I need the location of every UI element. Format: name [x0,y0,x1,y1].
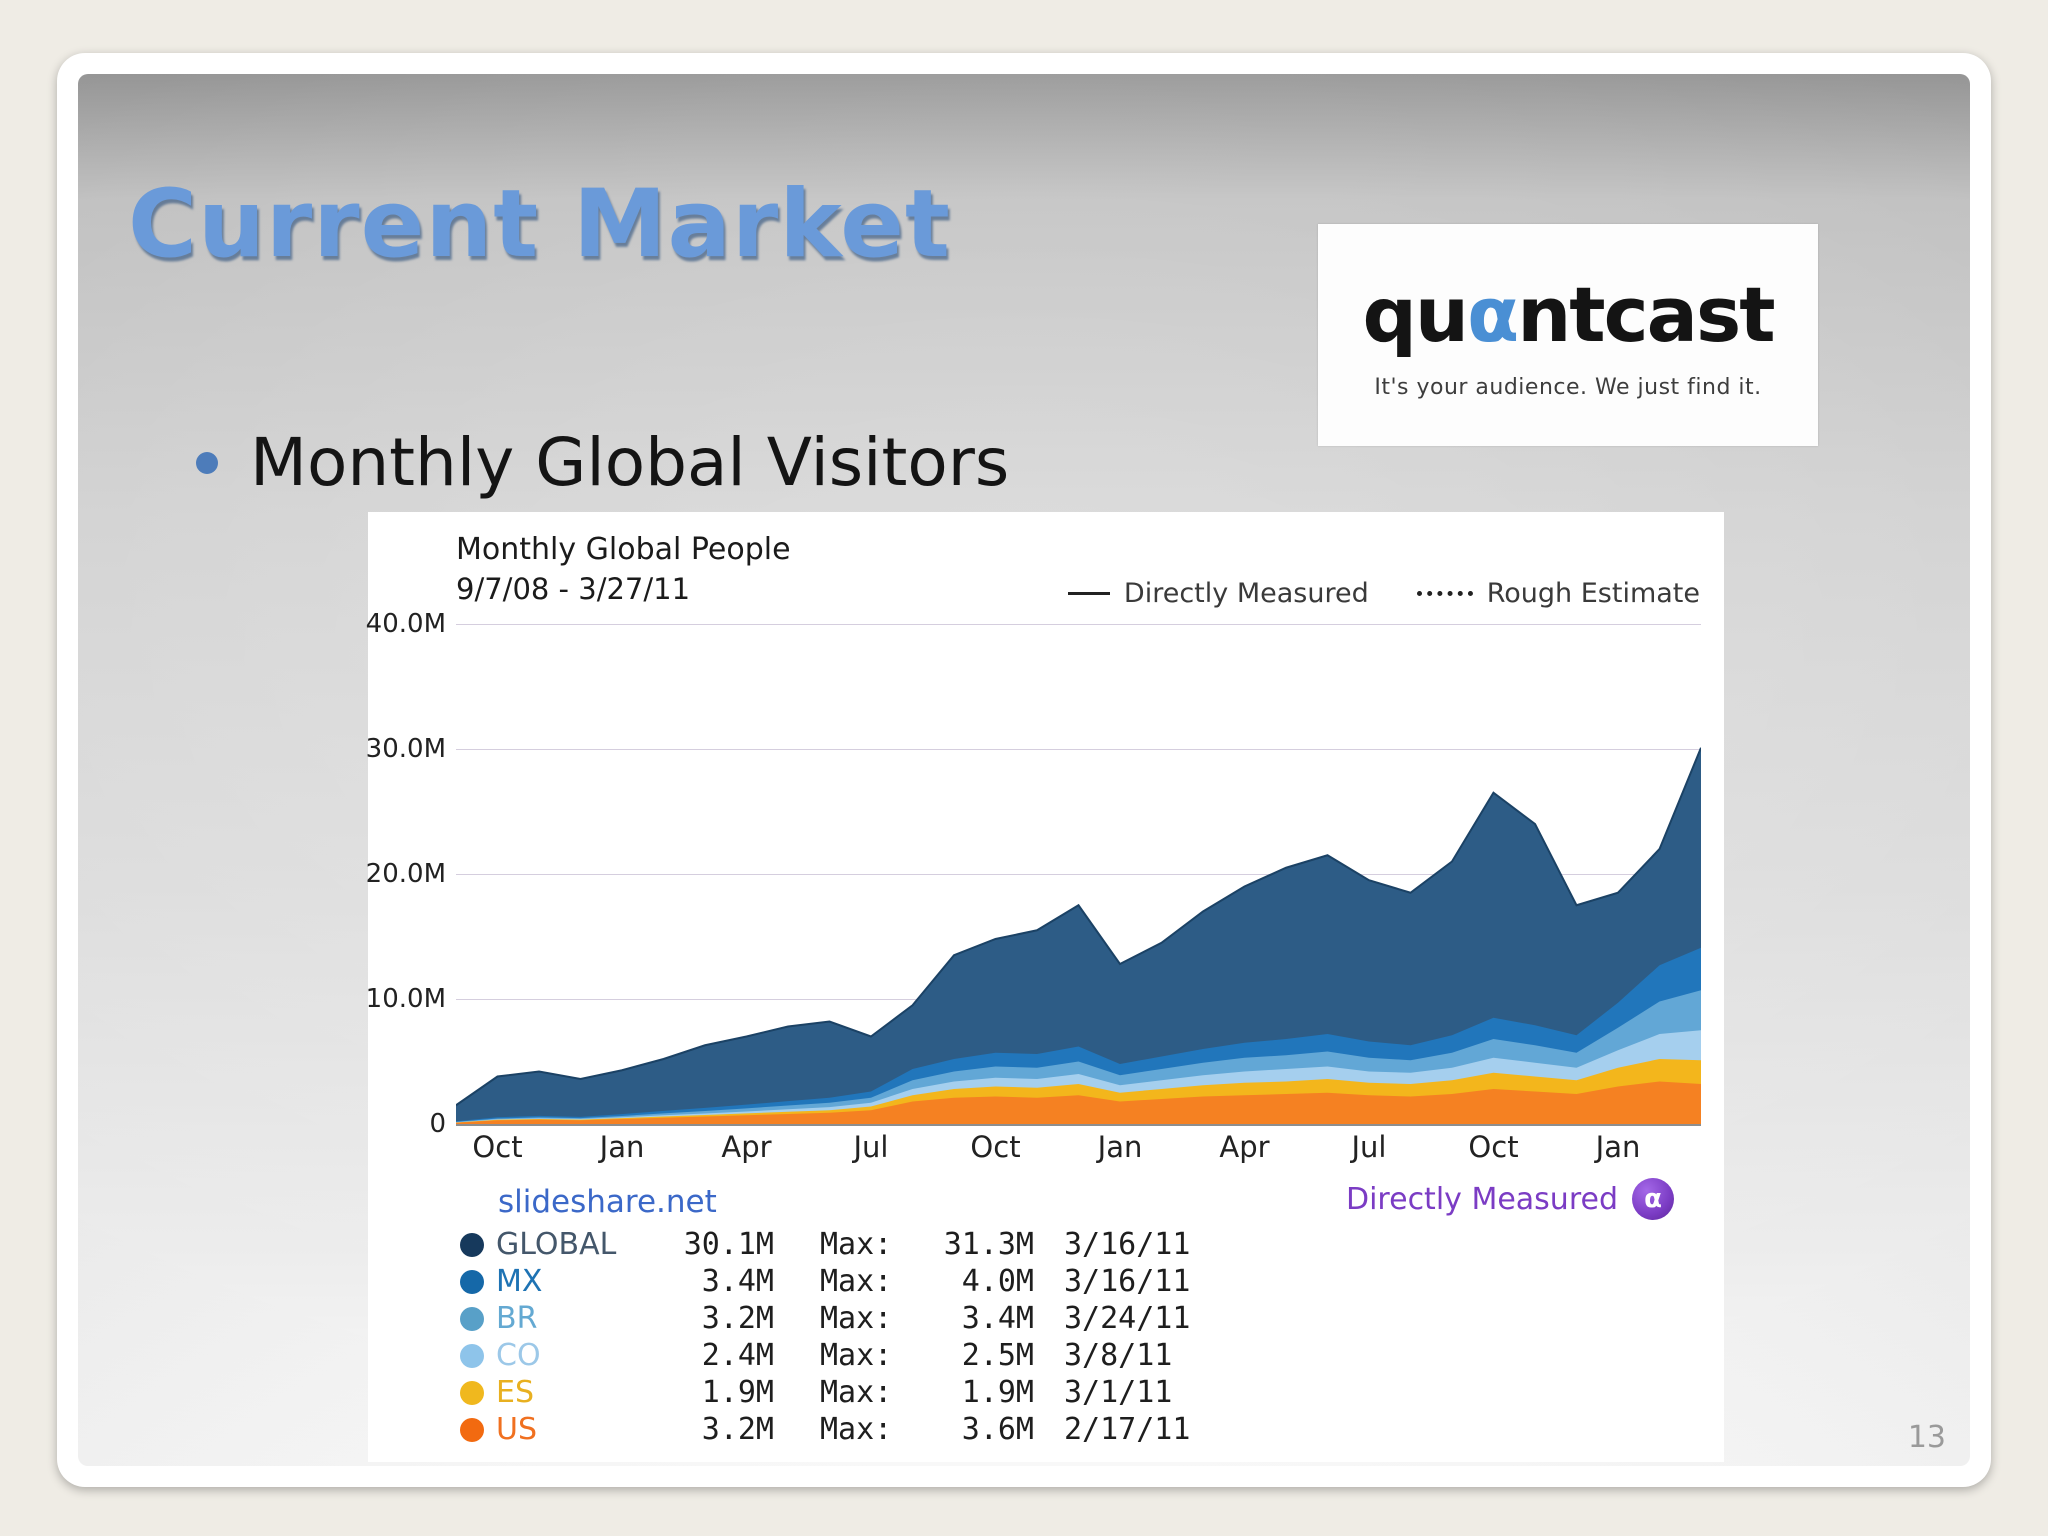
x-tick-label: Jul [853,1130,889,1164]
us-dot-icon [460,1417,484,1442]
area-us [456,1081,1701,1124]
mx-dot-icon [460,1269,484,1294]
series-current-value: 3.4M [701,1264,774,1299]
wordmark-pre: qu [1362,270,1469,359]
y-tick-label: 0 [429,1109,446,1139]
series-max-date: 2/17/11 [1064,1412,1191,1447]
series-max-date: 3/1/11 [1064,1375,1173,1410]
co-dot-icon [460,1343,484,1368]
y-tick-label: 20.0M [365,859,446,889]
x-tick-label: Oct [970,1130,1021,1164]
legend-solid-label: Directly Measured [1123,578,1369,609]
x-tick-label: Jan [599,1130,645,1164]
series-current-value: 1.9M [701,1375,774,1410]
series-current-value: 30.1M [683,1227,774,1262]
series-name: ES [496,1375,534,1410]
series-max-value: 3.6M [961,1412,1034,1447]
series-current-value: 3.2M [701,1301,774,1336]
gridline [456,1124,1701,1126]
series-max-label: Max: [820,1338,893,1373]
series-max-label: Max: [820,1412,893,1447]
series-max-label: Max: [820,1227,893,1262]
x-tick-label: Oct [1468,1130,1519,1164]
bullet-icon [196,451,218,474]
quantcast-logo: quαntcast It's your audience. We just fi… [1318,224,1818,446]
series-name: CO [496,1338,541,1373]
chart-legend: Directly Measured Rough Estimate [1067,578,1700,609]
measured-wrap: Directly Measured α [1346,1178,1674,1220]
x-tick-label: Apr [721,1130,772,1164]
page-number: 13 [1907,1420,1946,1455]
table-row: CO 2.4M Max: 2.5M 3/8/11 [460,1337,1204,1374]
series-name: MX [496,1264,543,1299]
series-max-label: Max: [820,1301,893,1336]
y-tick-label: 30.0M [365,734,446,764]
series-max-label: Max: [820,1375,893,1410]
series-current-value: 3.2M [701,1412,774,1447]
quantcast-wordmark: quαntcast [1362,270,1775,359]
legend-table: GLOBAL 30.1M Max: 31.3M 3/16/11 MX 3.4M Max: 4.0… [460,1226,1204,1448]
series-max-date: 3/16/11 [1064,1264,1191,1299]
series-current-value: 2.4M [701,1338,774,1373]
x-tick-label: Jul [1351,1130,1387,1164]
alpha-glyph: α [1466,270,1519,359]
series-name: BR [496,1301,538,1336]
gridline [456,749,1701,750]
chart-panel: Monthly Global People 9/7/08 - 3/27/11 D… [365,512,1724,1462]
series-max-value: 31.3M [943,1227,1034,1262]
y-axis: 40.0M 30.0M 20.0M 10.0M 0 [365,609,446,1139]
table-row: US 3.2M Max: 3.6M 2/17/11 [460,1411,1204,1448]
series-name: GLOBAL [496,1227,617,1262]
gridline [456,624,1701,625]
chart-date-range: 9/7/08 - 3/27/11 [456,572,691,606]
series-max-value: 3.4M [961,1301,1034,1336]
global-top-line [456,748,1701,1106]
plot-area [456,624,1701,1126]
series-max-value: 1.9M [961,1375,1034,1410]
wordmark-post: ntcast [1517,270,1775,359]
bullet-row: Monthly Global Visitors [196,424,1009,501]
series-max-date: 3/24/11 [1064,1301,1191,1336]
br-dot-icon [460,1306,484,1331]
dotted-line-icon [1416,591,1473,596]
area-global [456,747,1701,1124]
series-max-label: Max: [820,1264,893,1299]
table-row: GLOBAL 30.1M Max: 31.3M 3/16/11 [460,1226,1204,1263]
series-max-date: 3/16/11 [1064,1227,1191,1262]
series-max-date: 3/8/11 [1064,1338,1173,1373]
site-label: slideshare.net [498,1184,717,1220]
table-row: BR 3.2M Max: 3.4M 3/24/11 [460,1300,1204,1337]
slide-background: Current Market quαntcast It's your audie… [78,74,1970,1466]
x-tick-label: Jan [1595,1130,1641,1164]
global-dot-icon [460,1232,484,1257]
logo-tagline: It's your audience. We just find it. [1374,375,1762,400]
x-tick-label: Apr [1219,1130,1270,1164]
area-chart-svg [456,624,1701,1124]
x-tick-label: Jan [1097,1130,1143,1164]
gridline [456,874,1701,875]
measured-label: Directly Measured [1346,1181,1618,1217]
series-max-value: 4.0M [961,1264,1034,1299]
table-row: ES 1.9M Max: 1.9M 3/1/11 [460,1374,1204,1411]
y-tick-label: 10.0M [365,984,446,1014]
chart-title: Monthly Global People [456,532,791,567]
bullet-text: Monthly Global Visitors [250,424,1010,501]
quantcast-alpha-badge-icon: α [1632,1178,1674,1220]
series-name: US [496,1412,538,1447]
slide: Current Market quαntcast It's your audie… [57,53,1991,1487]
y-tick-label: 40.0M [365,609,446,639]
x-tick-label: Oct [472,1130,523,1164]
table-row: MX 3.4M Max: 4.0M 3/16/11 [460,1263,1204,1300]
x-axis: Oct Jan Apr Jul Oct Jan Apr Jul Oct Jan [456,1130,1701,1168]
es-dot-icon [460,1380,484,1405]
solid-line-icon [1067,592,1110,595]
legend-dotted-label: Rough Estimate [1486,578,1700,609]
series-max-value: 2.5M [961,1338,1034,1373]
slide-title: Current Market [128,170,951,279]
